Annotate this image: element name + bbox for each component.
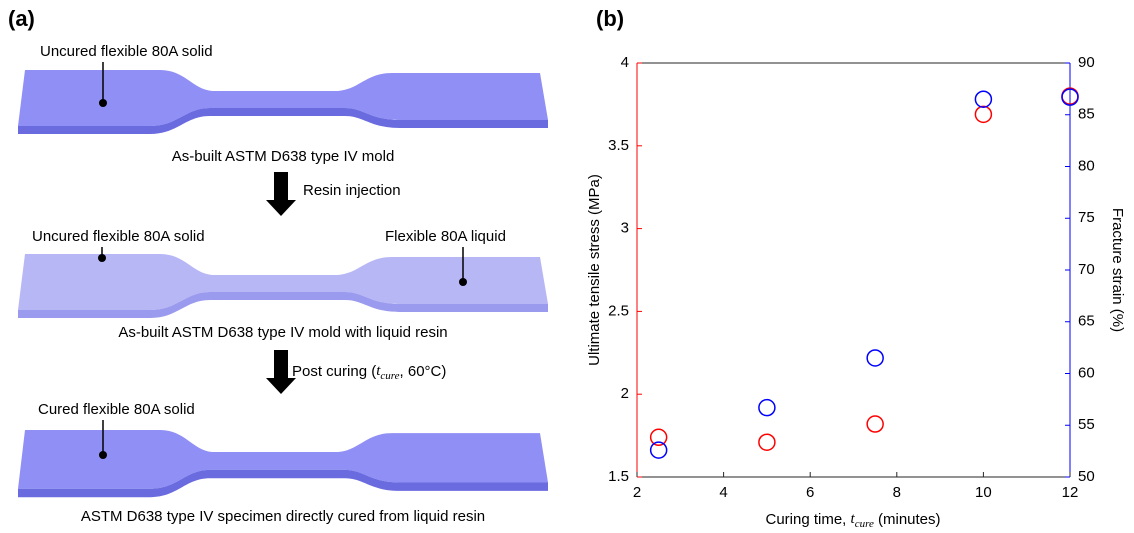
- arrow-label: Post curing (tcure, 60°C): [292, 363, 446, 382]
- y-tick-label: 3: [621, 220, 629, 237]
- data-point: [974, 90, 993, 108]
- mold-shape: [18, 70, 548, 134]
- caption: ASTM D638 type IV specimen directly cure…: [81, 508, 485, 525]
- panel-label: (b): [596, 6, 624, 31]
- caption: As-built ASTM D638 type IV mold: [172, 148, 395, 165]
- y-tick-label: 3.5: [608, 137, 629, 154]
- y2-tick-label: 70: [1078, 261, 1095, 278]
- x-tick-label: 12: [1062, 484, 1079, 501]
- panel-b: (b) Curing time, tcure (minutes) Ultimat…: [586, 6, 1126, 530]
- y2-axis-label: Fracture strain (%): [1109, 208, 1126, 332]
- data-point: [974, 105, 993, 124]
- x-tick-label: 2: [633, 484, 641, 501]
- y-tick-label: 1.5: [608, 468, 629, 485]
- x-tick-label: 10: [975, 484, 992, 501]
- y-tick-label: 4: [621, 54, 629, 71]
- y2-tick-label: 80: [1078, 157, 1095, 174]
- arrow-label: Resin injection: [303, 182, 401, 199]
- mold-liquid-shape: [18, 254, 548, 318]
- y2-tick-label: 65: [1078, 313, 1095, 330]
- x-tick-label: 4: [719, 484, 727, 501]
- data-point: [1061, 88, 1079, 106]
- data-point: [866, 349, 884, 367]
- y2-tick-label: 50: [1078, 468, 1095, 485]
- arrow: [266, 350, 296, 394]
- y-tick-label: 2: [621, 385, 629, 402]
- data-point: [758, 433, 776, 451]
- y2-tick-label: 90: [1078, 54, 1095, 71]
- label: Uncured flexible 80A solid: [32, 228, 205, 245]
- y2-tick-label: 55: [1078, 416, 1095, 433]
- panel-label: (a): [8, 6, 35, 31]
- panel-a: (a) Uncured flexible 80A solid As-built …: [8, 6, 548, 525]
- y-axis-label: Ultimate tensile stress (MPa): [586, 174, 603, 366]
- data-point: [649, 428, 668, 447]
- x-tick-label: 8: [893, 484, 901, 501]
- data-point: [758, 398, 776, 417]
- specimen-shape: [18, 430, 548, 498]
- x-tick-label: 6: [806, 484, 814, 501]
- y2-tick-label: 60: [1078, 364, 1095, 381]
- arrow: [266, 172, 296, 216]
- label: Uncured flexible 80A solid: [40, 43, 213, 60]
- y2-tick-label: 85: [1078, 106, 1095, 123]
- y2-tick-label: 75: [1078, 209, 1095, 226]
- label: Cured flexible 80A solid: [38, 401, 195, 418]
- y-tick-label: 2.5: [608, 302, 629, 319]
- data-point: [866, 415, 884, 433]
- data-point: [649, 441, 668, 459]
- label: Flexible 80A liquid: [385, 228, 506, 245]
- caption: As-built ASTM D638 type IV mold with liq…: [118, 324, 447, 341]
- x-axis-label: Curing time, tcure (minutes): [765, 511, 940, 530]
